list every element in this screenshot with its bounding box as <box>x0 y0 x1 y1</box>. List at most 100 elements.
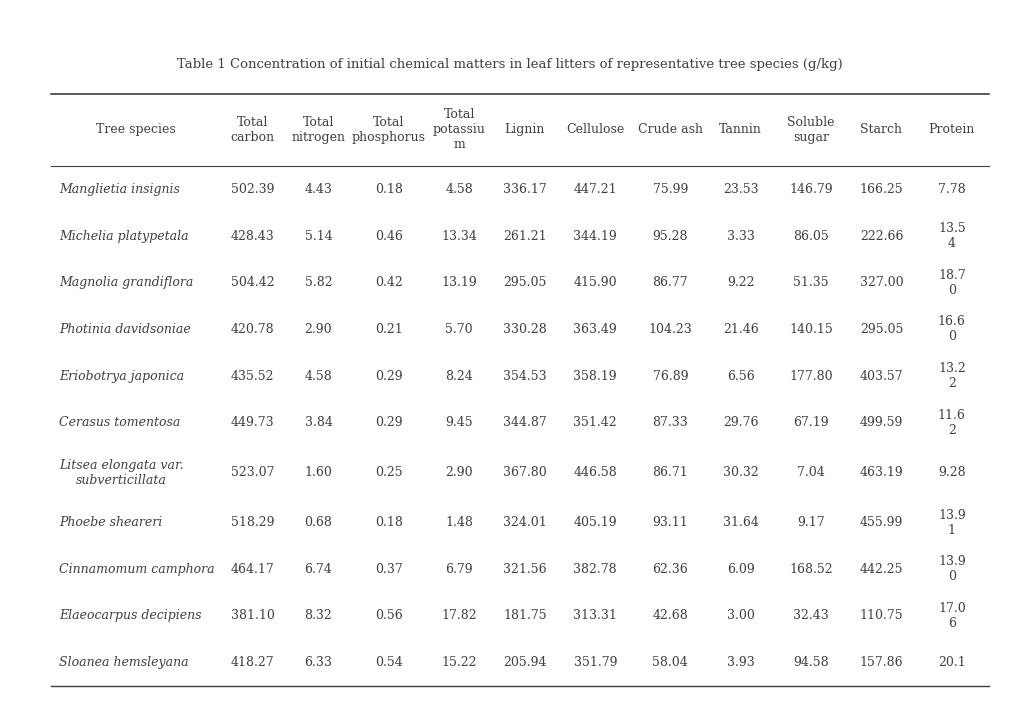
Text: 523.07: 523.07 <box>230 466 274 479</box>
Text: 93.11: 93.11 <box>652 516 688 529</box>
Text: 0.37: 0.37 <box>375 562 403 575</box>
Text: Manglietia insignis: Manglietia insignis <box>59 183 180 196</box>
Text: Total
carbon: Total carbon <box>230 116 274 144</box>
Text: 0.42: 0.42 <box>375 277 403 290</box>
Text: 13.5
4: 13.5 4 <box>937 222 965 250</box>
Text: 420.78: 420.78 <box>230 323 274 336</box>
Text: 463.19: 463.19 <box>859 466 903 479</box>
Text: 13.34: 13.34 <box>441 230 477 243</box>
Text: 222.66: 222.66 <box>859 230 903 243</box>
Text: 2.90: 2.90 <box>305 323 332 336</box>
Text: 16.6
0: 16.6 0 <box>937 316 965 344</box>
Text: Total
potassiu
m: Total potassiu m <box>432 108 485 152</box>
Text: 351.79: 351.79 <box>573 656 616 669</box>
Text: 3.93: 3.93 <box>727 656 754 669</box>
Text: 94.58: 94.58 <box>793 656 828 669</box>
Text: 86.05: 86.05 <box>793 230 828 243</box>
Text: Cellulose: Cellulose <box>566 123 624 136</box>
Text: 449.73: 449.73 <box>230 417 274 430</box>
Text: 6.74: 6.74 <box>305 562 332 575</box>
Text: 4.58: 4.58 <box>445 183 473 196</box>
Text: 0.18: 0.18 <box>375 516 403 529</box>
Text: 367.80: 367.80 <box>502 466 546 479</box>
Text: 166.25: 166.25 <box>859 183 903 196</box>
Text: Soluble
sugar: Soluble sugar <box>787 116 834 144</box>
Text: 382.78: 382.78 <box>573 562 616 575</box>
Text: 295.05: 295.05 <box>502 277 546 290</box>
Text: 95.28: 95.28 <box>652 230 688 243</box>
Text: 1.60: 1.60 <box>305 466 332 479</box>
Text: 0.54: 0.54 <box>375 656 403 669</box>
Text: 351.42: 351.42 <box>573 417 616 430</box>
Text: 455.99: 455.99 <box>859 516 902 529</box>
Text: 20.1: 20.1 <box>937 656 965 669</box>
Text: 6.56: 6.56 <box>727 370 754 383</box>
Text: 6.09: 6.09 <box>727 562 754 575</box>
Text: 13.19: 13.19 <box>441 277 477 290</box>
Text: 518.29: 518.29 <box>230 516 274 529</box>
Text: 464.17: 464.17 <box>230 562 274 575</box>
Text: 0.29: 0.29 <box>375 417 403 430</box>
Text: Litsea elongata var.
subverticillata: Litsea elongata var. subverticillata <box>59 458 183 487</box>
Text: 354.53: 354.53 <box>502 370 546 383</box>
Text: 5.14: 5.14 <box>305 230 332 243</box>
Text: 2.90: 2.90 <box>445 466 473 479</box>
Text: 62.36: 62.36 <box>652 562 688 575</box>
Text: 13.9
1: 13.9 1 <box>937 508 965 536</box>
Text: 15.22: 15.22 <box>441 656 477 669</box>
Text: 30.32: 30.32 <box>722 466 758 479</box>
Text: 86.71: 86.71 <box>652 466 688 479</box>
Text: 344.87: 344.87 <box>502 417 546 430</box>
Text: 3.00: 3.00 <box>727 609 754 622</box>
Text: 6.79: 6.79 <box>445 562 473 575</box>
Text: 261.21: 261.21 <box>502 230 546 243</box>
Text: 7.78: 7.78 <box>937 183 965 196</box>
Text: 21.46: 21.46 <box>722 323 758 336</box>
Text: 7.04: 7.04 <box>797 466 824 479</box>
Text: Total
nitrogen: Total nitrogen <box>291 116 345 144</box>
Text: Crude ash: Crude ash <box>637 123 702 136</box>
Text: Sloanea hemsleyana: Sloanea hemsleyana <box>59 656 189 669</box>
Text: Table 1 Concentration of initial chemical matters in leaf litters of representat: Table 1 Concentration of initial chemica… <box>177 58 842 71</box>
Text: 0.29: 0.29 <box>375 370 403 383</box>
Text: 51.35: 51.35 <box>793 277 828 290</box>
Text: 29.76: 29.76 <box>722 417 758 430</box>
Text: 67.19: 67.19 <box>793 417 828 430</box>
Text: 9.22: 9.22 <box>727 277 754 290</box>
Text: 313.31: 313.31 <box>573 609 616 622</box>
Text: 428.43: 428.43 <box>230 230 274 243</box>
Text: Cinnamomum camphora: Cinnamomum camphora <box>59 562 215 575</box>
Text: Magnolia grandiflora: Magnolia grandiflora <box>59 277 194 290</box>
Text: 330.28: 330.28 <box>502 323 546 336</box>
Text: 177.80: 177.80 <box>789 370 833 383</box>
Text: 415.90: 415.90 <box>573 277 616 290</box>
Text: 146.79: 146.79 <box>789 183 833 196</box>
Text: 324.01: 324.01 <box>502 516 546 529</box>
Text: 11.6
2: 11.6 2 <box>937 409 965 437</box>
Text: 110.75: 110.75 <box>859 609 903 622</box>
Text: 58.04: 58.04 <box>652 656 688 669</box>
Text: 0.46: 0.46 <box>375 230 403 243</box>
Text: Tree species: Tree species <box>96 123 175 136</box>
Text: 13.9
0: 13.9 0 <box>937 555 965 583</box>
Text: 23.53: 23.53 <box>722 183 758 196</box>
Text: Michelia platypetala: Michelia platypetala <box>59 230 189 243</box>
Text: 140.15: 140.15 <box>789 323 833 336</box>
Text: Total
phosphorus: Total phosphorus <box>352 116 425 144</box>
Text: Tannin: Tannin <box>718 123 761 136</box>
Text: 31.64: 31.64 <box>722 516 758 529</box>
Text: 13.2
2: 13.2 2 <box>937 362 965 390</box>
Text: 418.27: 418.27 <box>230 656 274 669</box>
Text: 104.23: 104.23 <box>648 323 692 336</box>
Text: 4.58: 4.58 <box>305 370 332 383</box>
Text: 321.56: 321.56 <box>502 562 546 575</box>
Text: Phoebe sheareri: Phoebe sheareri <box>59 516 163 529</box>
Text: 358.19: 358.19 <box>573 370 616 383</box>
Text: 442.25: 442.25 <box>859 562 903 575</box>
Text: 87.33: 87.33 <box>652 417 688 430</box>
Text: Cerasus tomentosa: Cerasus tomentosa <box>59 417 180 430</box>
Text: 0.18: 0.18 <box>375 183 403 196</box>
Text: 381.10: 381.10 <box>230 609 274 622</box>
Text: Lignin: Lignin <box>504 123 544 136</box>
Text: 8.24: 8.24 <box>445 370 473 383</box>
